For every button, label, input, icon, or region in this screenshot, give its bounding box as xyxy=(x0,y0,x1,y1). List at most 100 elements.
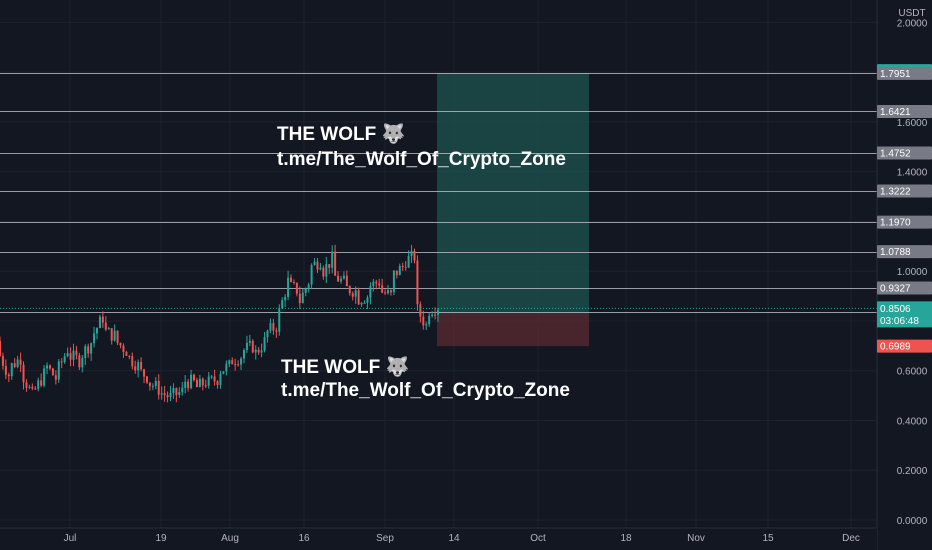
candle-body xyxy=(187,381,190,389)
candle-body xyxy=(75,350,78,356)
level-price-label-bg xyxy=(877,245,932,259)
level-price-label: 1.6421 xyxy=(880,107,911,118)
candle-body xyxy=(134,366,137,371)
candle-body xyxy=(384,292,387,294)
candlestick-series xyxy=(0,244,439,403)
stop-price-label-bg xyxy=(877,339,932,353)
candle-body xyxy=(295,282,298,294)
candle-body xyxy=(43,368,46,386)
candle-body xyxy=(245,342,248,351)
candle-body xyxy=(339,278,342,282)
x-tick-label: 19 xyxy=(155,533,167,544)
x-tick-label: Sep xyxy=(376,533,394,544)
level-price-label-bg xyxy=(877,104,932,118)
x-tick-label: 14 xyxy=(448,533,460,544)
candle-body xyxy=(175,388,178,395)
candle-body xyxy=(137,362,140,371)
x-tick-label: Oct xyxy=(530,533,546,544)
candle-body xyxy=(287,277,290,297)
candle-body xyxy=(172,388,175,393)
candle-body xyxy=(198,378,201,388)
candle-body xyxy=(437,309,439,315)
candle-body xyxy=(60,361,63,363)
candle-body xyxy=(372,281,375,287)
candle-body xyxy=(354,290,357,297)
candle-body xyxy=(257,349,260,353)
candle-body xyxy=(416,260,419,305)
candle-body xyxy=(0,340,1,356)
candle-body xyxy=(72,350,75,360)
candle-body xyxy=(116,330,119,343)
candle-body xyxy=(31,386,34,389)
level-price-label: 1.4752 xyxy=(880,148,911,159)
target-zone xyxy=(437,73,589,314)
candle-body xyxy=(422,316,425,326)
candle-body xyxy=(207,376,210,386)
candle-body xyxy=(389,290,392,293)
x-tick-label: 18 xyxy=(620,533,632,544)
candle-body xyxy=(334,251,337,276)
level-price-label: 1.0788 xyxy=(880,247,911,258)
candle-body xyxy=(110,328,113,341)
candle-body xyxy=(316,261,319,270)
candle-body xyxy=(351,293,354,297)
candle-body xyxy=(325,264,328,277)
candle-body xyxy=(275,330,278,332)
candle-body xyxy=(284,296,287,301)
candle-body xyxy=(345,275,348,287)
y-tick-label: 0.4000 xyxy=(897,416,928,427)
candle-body xyxy=(254,349,257,353)
candle-body xyxy=(322,267,325,277)
x-tick-label: Aug xyxy=(221,533,239,544)
candle-body xyxy=(163,393,166,396)
candle-body xyxy=(331,251,334,268)
candle-body xyxy=(16,359,19,367)
candle-body xyxy=(348,286,351,294)
candle-body xyxy=(57,361,60,380)
time-axis[interactable] xyxy=(0,528,877,550)
candle-body xyxy=(231,360,234,365)
candle-body xyxy=(310,264,313,285)
candle-body xyxy=(425,324,428,326)
candle-body xyxy=(225,363,228,372)
candle-body xyxy=(40,380,43,386)
candle-body xyxy=(307,284,310,289)
candle-body xyxy=(337,275,340,282)
candle-body xyxy=(69,353,72,360)
candle-body xyxy=(7,374,10,377)
candle-body xyxy=(392,270,395,293)
candle-body xyxy=(428,315,431,325)
candle-body xyxy=(228,360,231,364)
candle-body xyxy=(240,358,243,365)
candle-body xyxy=(125,351,128,356)
candle-body xyxy=(398,266,401,276)
candle-body xyxy=(166,395,169,398)
candle-body xyxy=(140,362,143,370)
watermark-title-top: THE WOLF 🐺 xyxy=(277,122,405,145)
candle-body xyxy=(104,322,107,330)
candle-body xyxy=(131,356,134,367)
candle-body xyxy=(63,356,66,362)
candle-body xyxy=(313,261,316,265)
candle-body xyxy=(431,314,434,316)
candle-body xyxy=(84,346,87,358)
y-tick-label: 1.0000 xyxy=(897,267,928,278)
candle-body xyxy=(178,392,181,395)
candle-body xyxy=(13,363,16,367)
price-axis-labels: 1.79651.79511.64211.47521.32221.19701.07… xyxy=(877,64,932,353)
candle-body xyxy=(66,353,69,357)
candle-body xyxy=(81,357,84,368)
candle-body xyxy=(54,375,57,380)
candle-body xyxy=(404,266,407,268)
candle-body xyxy=(328,264,331,268)
price-axis[interactable] xyxy=(877,0,932,550)
x-tick-label: 16 xyxy=(298,533,310,544)
candle-body xyxy=(10,363,13,377)
candle-body xyxy=(160,393,163,395)
candle-body xyxy=(304,288,307,293)
candle-body xyxy=(407,256,410,268)
candle-body xyxy=(119,342,122,346)
candle-body xyxy=(222,371,225,374)
candle-body xyxy=(387,290,390,294)
